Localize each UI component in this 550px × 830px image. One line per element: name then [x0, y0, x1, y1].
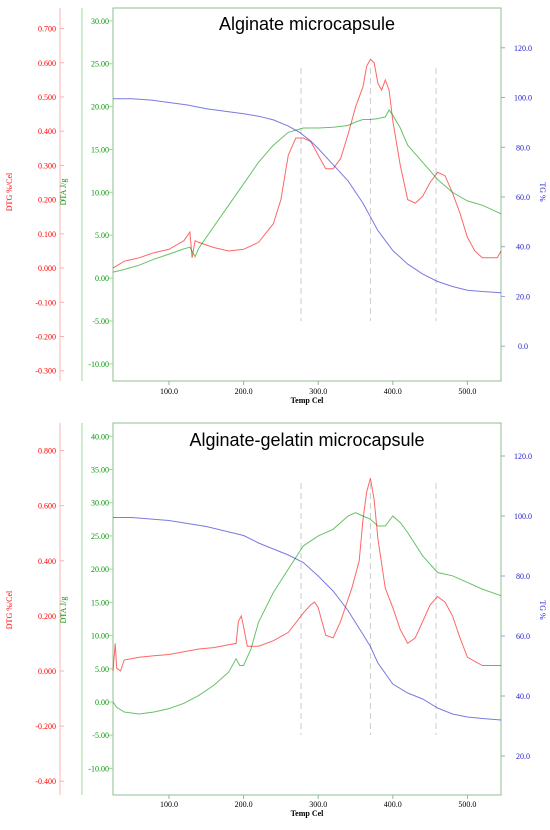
dta-tick-label: -10.00: [88, 764, 109, 773]
chart-title: Alginate microcapsule: [219, 14, 395, 34]
tg-tick-label: 40.0: [516, 243, 530, 252]
dtg-tick-label: 0.000: [38, 667, 56, 676]
tg-tick-label: 40.0: [516, 692, 530, 701]
dta-series-line: [112, 109, 502, 273]
tg-tick-label: 80.0: [516, 143, 530, 152]
x-tick-label: 400.0: [384, 800, 402, 809]
dtg-series-line: [112, 477, 501, 672]
tg-axis-label: TG %: [538, 182, 547, 202]
dta-tick-label: 5.00: [95, 231, 109, 240]
dtg-tick-label: 0.700: [38, 25, 56, 34]
dta-tick-label: -10.00: [88, 360, 109, 369]
dtg-tick-label: -0.300: [35, 367, 56, 376]
x-tick-label: 100.0: [160, 800, 178, 809]
dtg-series-line: [112, 58, 502, 269]
dta-axis-label: DTA J/g: [59, 179, 68, 206]
dtg-tick-label: 0.400: [38, 127, 56, 136]
dta-tick-label: 5.00: [95, 665, 109, 674]
chart-title: Alginate-gelatin microcapsule: [189, 430, 424, 450]
x-tick-label: 200.0: [235, 387, 253, 396]
tg-series-line: [113, 517, 502, 721]
dtg-tick-label: 0.600: [38, 59, 56, 68]
x-tick-label: 400.0: [384, 387, 402, 396]
dta-tick-label: 30.00: [91, 499, 109, 508]
dtg-tick-label: 0.200: [38, 196, 56, 205]
dta-tick-label: 10.00: [91, 188, 109, 197]
x-tick-label: 500.0: [458, 800, 476, 809]
dtg-axis-label: DTG %/Cel: [5, 172, 14, 211]
chart-panel-1: 0.7000.6000.5000.4000.3000.2000.1000.000…: [5, 7, 547, 405]
plot-frame: [112, 7, 502, 382]
dtg-tick-label: 0.800: [38, 447, 56, 456]
x-axis-label: Temp Cel: [291, 396, 325, 405]
tg-tick-label: 100.0: [514, 94, 532, 103]
dta-series-line: [112, 512, 502, 715]
dta-tick-label: 0.00: [95, 274, 109, 283]
dta-tick-label: 10.00: [91, 632, 109, 641]
tg-tick-label: 20.0: [516, 292, 530, 301]
dta-tick-label: 25.00: [91, 532, 109, 541]
plot-frame: [112, 422, 502, 796]
dtg-tick-label: -0.400: [35, 777, 56, 786]
dtg-tick-label: 0.600: [38, 502, 56, 511]
x-tick-label: 300.0: [309, 800, 327, 809]
dta-tick-label: 20.00: [91, 565, 109, 574]
dtg-tick-label: 0.000: [38, 264, 56, 273]
tg-series-line: [113, 98, 502, 294]
dta-tick-label: 25.00: [91, 60, 109, 69]
tg-tick-label: 60.0: [516, 632, 530, 641]
tg-tick-label: 100.0: [514, 512, 532, 521]
x-tick-label: 300.0: [309, 387, 327, 396]
dta-tick-label: 0.00: [95, 698, 109, 707]
tg-tick-label: 20.0: [516, 752, 530, 761]
dta-tick-label: 15.00: [91, 598, 109, 607]
dtg-tick-label: -0.200: [35, 333, 56, 342]
x-tick-label: 500.0: [458, 387, 476, 396]
dta-tick-label: 20.00: [91, 103, 109, 112]
chart-panel-2: 0.800 0.600 0.400 0.200 0.000 -0.200 -0.400 40.…: [5, 422, 547, 818]
tg-tick-label: 120.0: [514, 44, 532, 53]
dta-axis-label: DTA J/g: [59, 597, 68, 624]
dta-tick-label: -5.00: [92, 731, 109, 740]
x-axis-label: Temp Cel: [291, 809, 325, 818]
dta-tick-label: 15.00: [91, 145, 109, 154]
dtg-tick-label: -0.200: [35, 722, 56, 731]
x-tick-label: 100.0: [160, 387, 178, 396]
tg-tick-label: 60.0: [516, 193, 530, 202]
tg-tick-label: 80.0: [516, 572, 530, 581]
dta-tick-label: -5.00: [92, 317, 109, 326]
dta-tick-label: 40.00: [91, 432, 109, 441]
dtg-axis-label: DTG %/Cel: [5, 590, 14, 629]
dtg-tick-label: 0.200: [38, 612, 56, 621]
dtg-tick-label: 0.100: [38, 230, 56, 239]
tg-tick-label: 0.0: [518, 342, 528, 351]
dta-tick-label: 35.00: [91, 466, 109, 475]
tg-tick-label: 120.0: [514, 452, 532, 461]
dtg-tick-label: -0.100: [35, 298, 56, 307]
dta-tick-label: 30.00: [91, 17, 109, 26]
dtg-tick-label: 0.500: [38, 93, 56, 102]
tg-axis-label: TG %: [538, 600, 547, 620]
x-tick-label: 200.0: [235, 800, 253, 809]
dtg-tick-label: 0.400: [38, 557, 56, 566]
dtg-tick-label: 0.300: [38, 161, 56, 170]
